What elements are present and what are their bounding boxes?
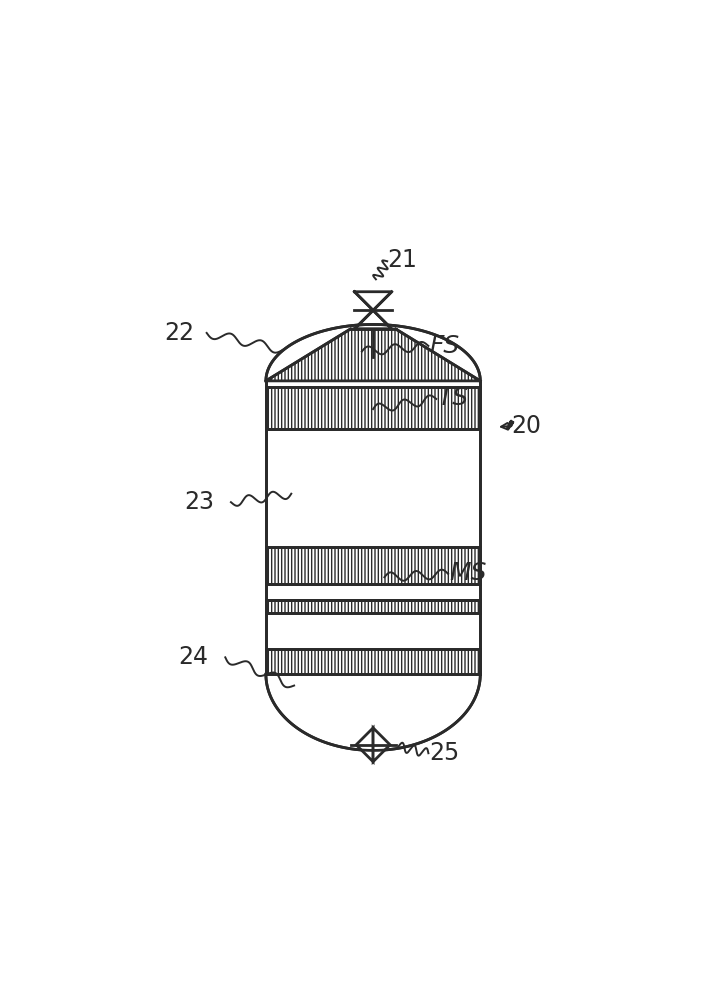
Polygon shape: [266, 547, 480, 584]
Text: 25: 25: [430, 741, 460, 765]
Polygon shape: [356, 728, 373, 762]
Text: 20: 20: [511, 414, 542, 438]
Text: 23: 23: [184, 490, 214, 514]
Polygon shape: [373, 728, 390, 762]
Text: 22: 22: [165, 321, 194, 345]
Text: 21: 21: [387, 248, 417, 272]
Text: TS: TS: [438, 386, 469, 410]
Text: 24: 24: [178, 645, 208, 669]
Text: MS: MS: [449, 561, 487, 585]
Polygon shape: [266, 600, 480, 613]
Text: FS: FS: [430, 334, 460, 358]
Polygon shape: [266, 387, 480, 429]
Polygon shape: [266, 649, 480, 674]
Polygon shape: [266, 329, 480, 381]
